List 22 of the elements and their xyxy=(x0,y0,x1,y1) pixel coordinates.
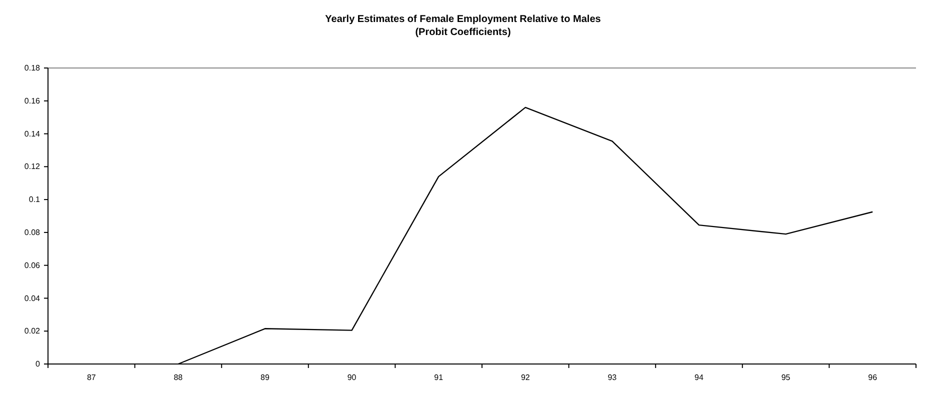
y-tick-label: 0.06 xyxy=(24,260,41,270)
x-tick-label: 92 xyxy=(520,373,530,382)
y-tick-label: 0.08 xyxy=(24,228,41,238)
y-tick-label: 0 xyxy=(36,360,41,369)
y-tick-label: 0.04 xyxy=(24,294,41,303)
x-tick-label: 94 xyxy=(694,373,704,382)
x-tick-label: 90 xyxy=(347,373,357,382)
y-tick-label: 0.16 xyxy=(24,96,41,106)
x-tick-label: 95 xyxy=(781,373,791,382)
y-tick-label: 0.1 xyxy=(28,195,41,204)
y-tick-label: 0.12 xyxy=(24,162,41,172)
x-tick-label: 88 xyxy=(174,373,184,382)
x-tick-label: 96 xyxy=(868,373,878,382)
y-tick-label: 0.18 xyxy=(24,64,41,73)
chart-title: Yearly Estimates of Female Employment Relative to Males xyxy=(325,14,602,25)
y-tick-label: 0.02 xyxy=(24,326,41,336)
x-tick-label: 91 xyxy=(434,373,444,382)
x-tick-label: 87 xyxy=(86,373,96,382)
y-tick-label: 0.14 xyxy=(24,129,41,138)
x-tick-label: 89 xyxy=(260,373,270,382)
chart-subtitle: (Probit Coefficients) xyxy=(415,27,511,38)
x-tick-label: 93 xyxy=(608,373,618,382)
